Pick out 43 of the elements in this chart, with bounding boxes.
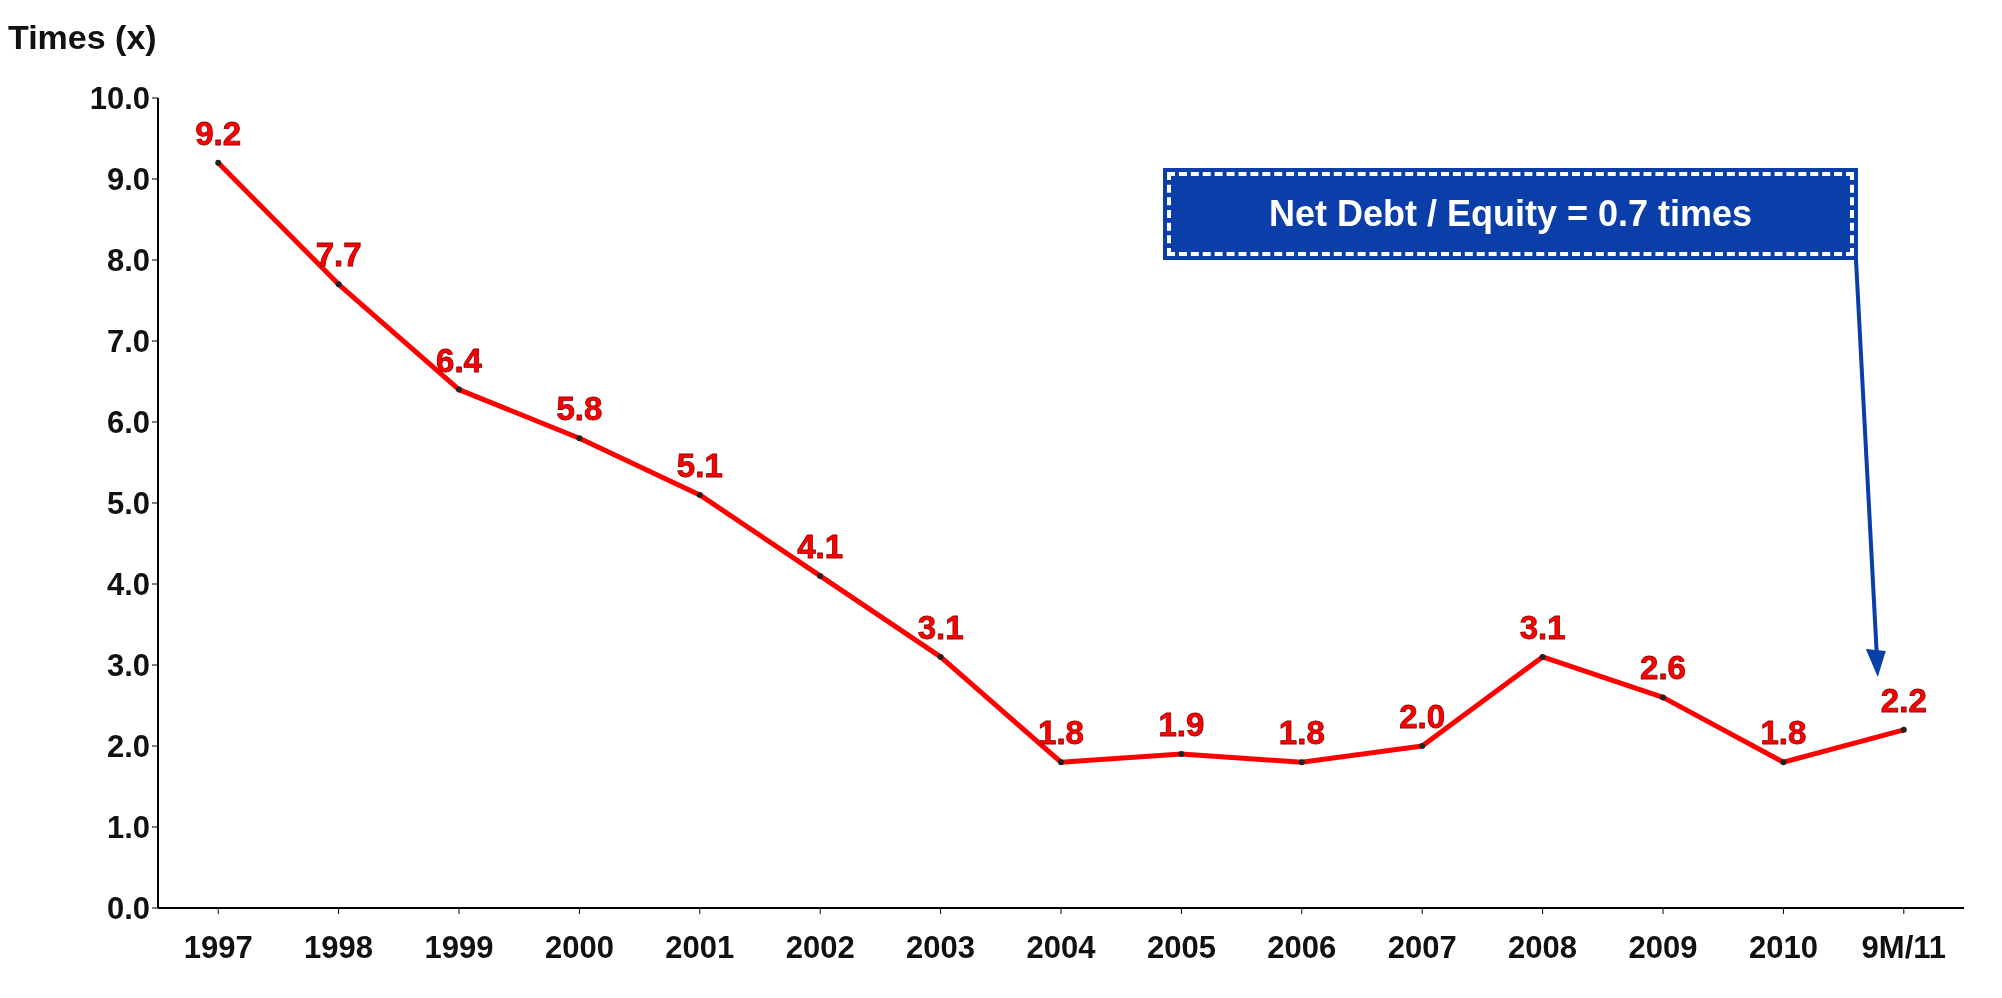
x-tick-label: 2008 bbox=[1508, 930, 1578, 966]
y-tick-label: 10.0 bbox=[89, 81, 150, 116]
text: 5.8 bbox=[556, 390, 603, 428]
text: 2.6 bbox=[1640, 649, 1686, 687]
x-tick-label: 2002 bbox=[785, 930, 855, 966]
text: 1.8 bbox=[1760, 714, 1807, 752]
x-tick-label: 2009 bbox=[1628, 930, 1698, 966]
x-tick-label: 1999 bbox=[424, 930, 494, 966]
text: 4.1 bbox=[797, 527, 844, 565]
x-tick-label: 1998 bbox=[304, 930, 374, 966]
text: 9.2 bbox=[195, 114, 242, 152]
x-tick-label: 1997 bbox=[183, 930, 253, 966]
callout-box: Net Debt / Equity = 0.7 times bbox=[1163, 168, 1858, 260]
y-tick-label: 8.0 bbox=[106, 243, 150, 279]
y-tick-label: 0.0 bbox=[106, 891, 150, 927]
x-tick-label: 2003 bbox=[906, 930, 976, 966]
y-tick-label: 4.0 bbox=[106, 567, 150, 603]
text: 6.4 bbox=[436, 341, 482, 379]
text: 5.1 bbox=[676, 446, 723, 484]
text: 3.1 bbox=[1519, 608, 1566, 646]
x-tick-label: 2007 bbox=[1387, 930, 1457, 966]
text: 2.2 bbox=[1880, 681, 1927, 719]
text: 2.0 bbox=[1399, 698, 1446, 735]
y-tick-label: 3.0 bbox=[106, 648, 150, 684]
text: 1.8 bbox=[1038, 714, 1084, 752]
x-tick-label: 2001 bbox=[665, 930, 735, 966]
x-tick-label: 9M/11 bbox=[1861, 930, 1947, 966]
y-tick-label: 6.0 bbox=[106, 405, 150, 441]
text: 3.1 bbox=[917, 608, 964, 646]
y-tick-label: 5.0 bbox=[106, 486, 150, 522]
y-axis-title: Times (x) bbox=[8, 18, 157, 57]
text: 1.8 bbox=[1278, 714, 1325, 752]
y-tick-label: 7.0 bbox=[106, 324, 150, 360]
y-tick-label: 9.0 bbox=[106, 162, 150, 198]
x-tick-label: 2006 bbox=[1267, 930, 1337, 966]
x-tick-label: 2000 bbox=[544, 930, 614, 966]
x-tick-label: 2010 bbox=[1748, 930, 1818, 966]
y-tick-label: 2.0 bbox=[106, 729, 150, 765]
x-tick-label: 2004 bbox=[1026, 930, 1097, 966]
text: 1.9 bbox=[1158, 706, 1205, 744]
text: 7.7 bbox=[315, 236, 362, 274]
y-tick-label: 1.0 bbox=[106, 810, 150, 846]
x-tick-label: 2005 bbox=[1146, 930, 1216, 966]
